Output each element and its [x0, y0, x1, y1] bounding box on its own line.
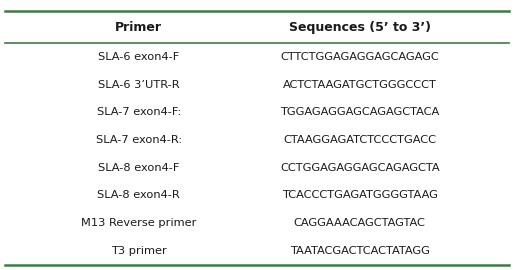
- Text: TCACCCTGAGATGGGGTAAG: TCACCCTGAGATGGGGTAAG: [282, 190, 438, 200]
- Text: SLA-8 exon4-R: SLA-8 exon4-R: [98, 190, 180, 200]
- Text: CAGGAAACAGCTAGTAC: CAGGAAACAGCTAGTAC: [294, 218, 426, 228]
- Text: SLA-7 exon4-R:: SLA-7 exon4-R:: [96, 135, 182, 145]
- Text: TGGAGAGGAGCAGAGCTACA: TGGAGAGGAGCAGAGCTACA: [280, 107, 439, 117]
- Text: CTAAGGAGATCTCCCTGACC: CTAAGGAGATCTCCCTGACC: [283, 135, 436, 145]
- Text: CCTGGAGAGGAGCAGAGCTA: CCTGGAGAGGAGCAGAGCTA: [280, 163, 439, 173]
- Text: T3 primer: T3 primer: [111, 246, 167, 256]
- Text: SLA-6 exon4-F: SLA-6 exon4-F: [98, 52, 179, 62]
- Text: TAATACGACTCACTATAGG: TAATACGACTCACTATAGG: [290, 246, 430, 256]
- Text: Primer: Primer: [115, 21, 162, 33]
- Text: Sequences (5’ to 3’): Sequences (5’ to 3’): [289, 21, 431, 33]
- Text: ACTCTAAGATGCTGGGCCCT: ACTCTAAGATGCTGGGCCCT: [283, 80, 437, 90]
- Text: CTTCTGGAGAGGAGCAGAGC: CTTCTGGAGAGGAGCAGAGC: [281, 52, 439, 62]
- Text: SLA-8 exon4-F: SLA-8 exon4-F: [98, 163, 179, 173]
- Text: SLA-7 exon4-F:: SLA-7 exon4-F:: [97, 107, 181, 117]
- Text: SLA-6 3’UTR-R: SLA-6 3’UTR-R: [98, 80, 179, 90]
- Text: M13 Reverse primer: M13 Reverse primer: [81, 218, 196, 228]
